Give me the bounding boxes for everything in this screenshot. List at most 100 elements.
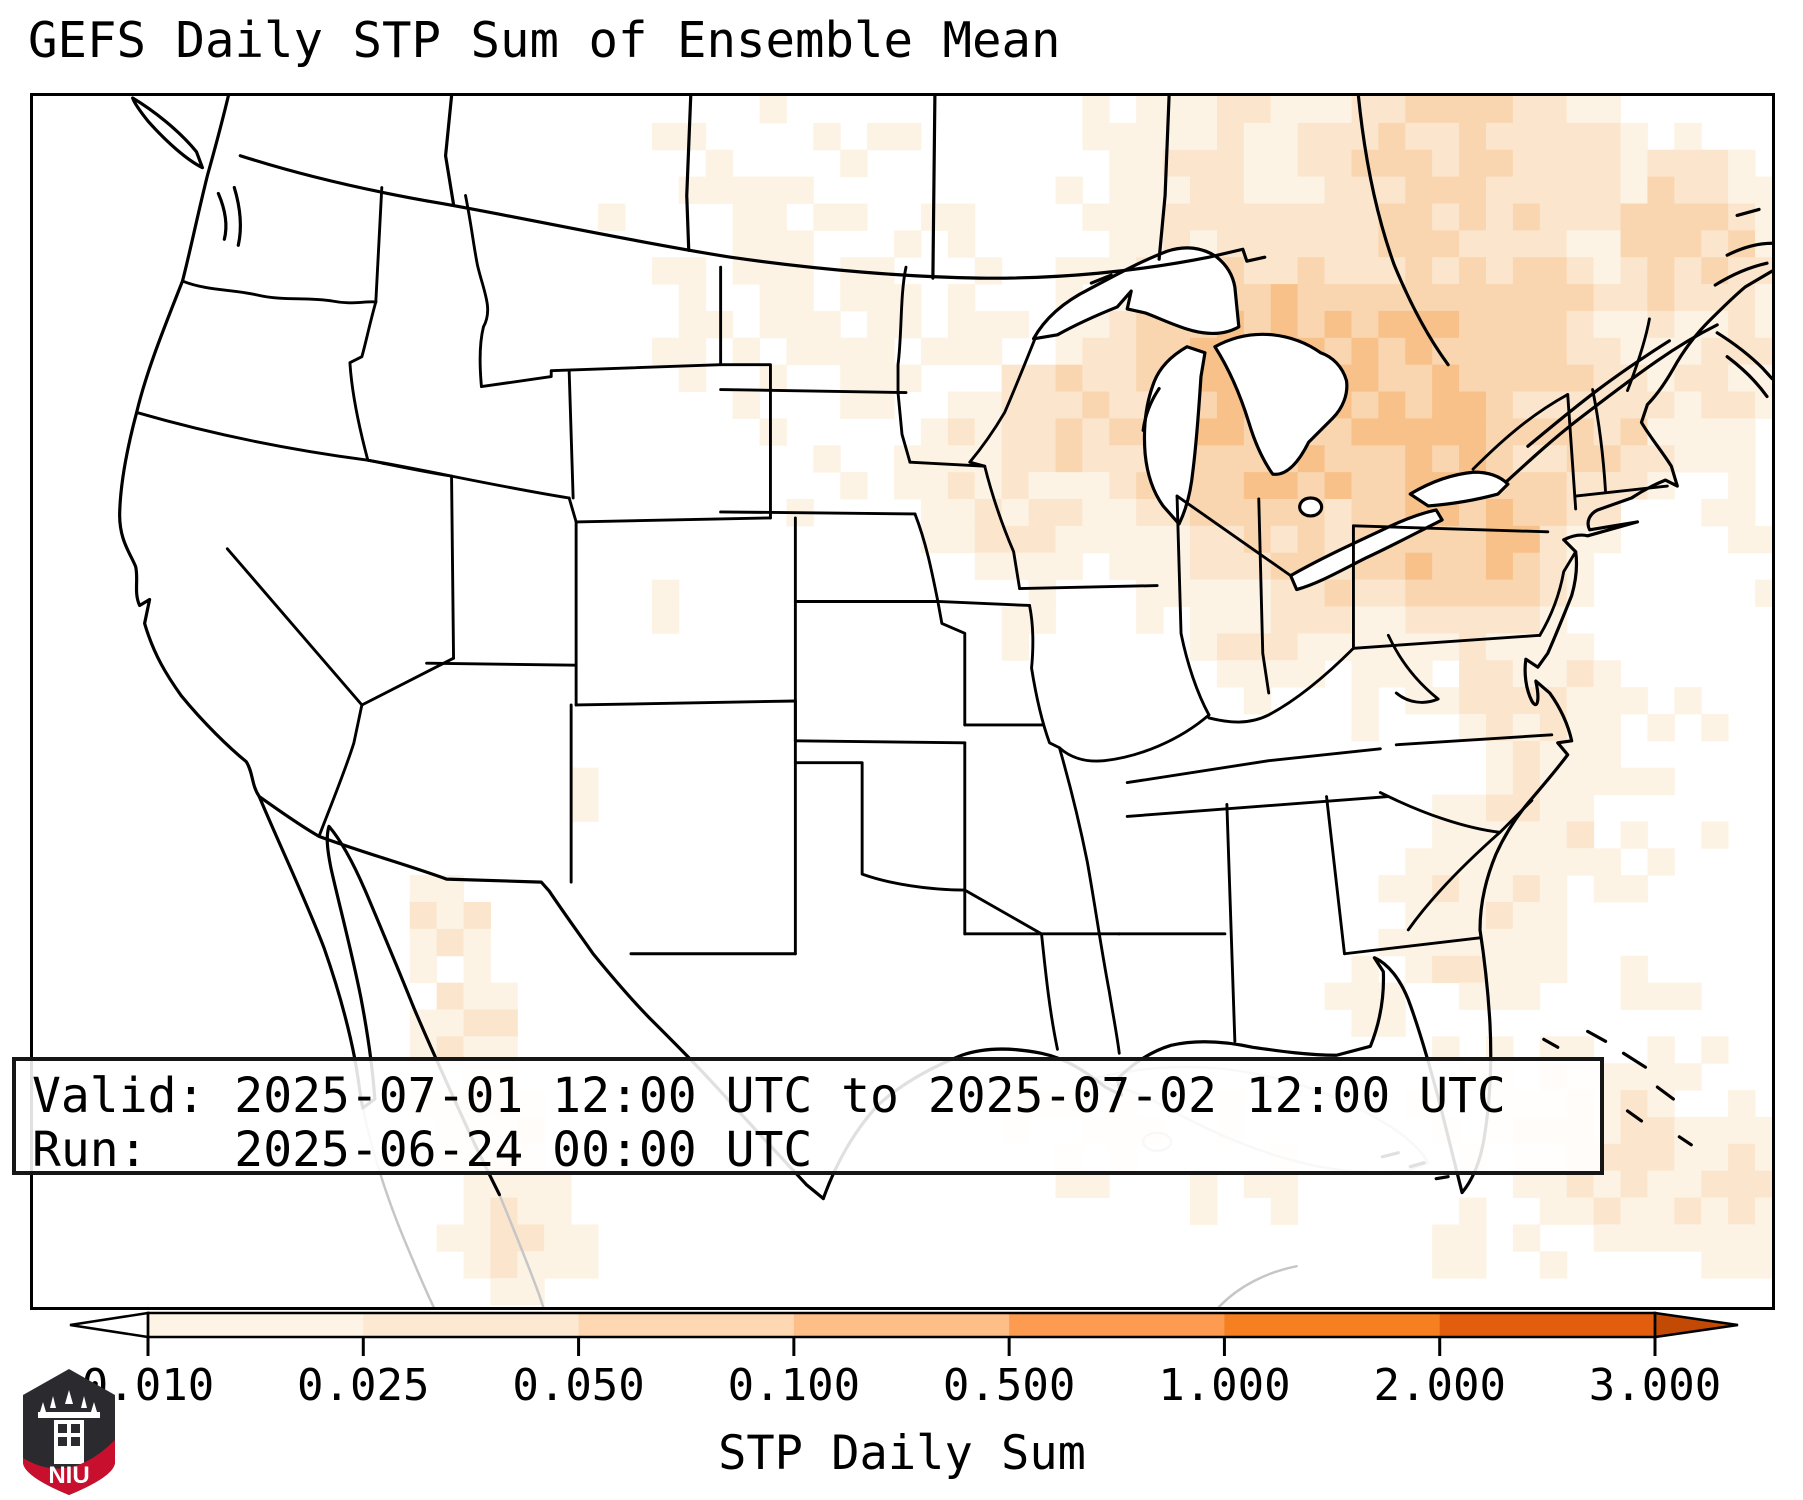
stp-grid-cell (1324, 257, 1352, 285)
stp-grid-cell (1512, 579, 1541, 607)
stp-grid-cell (1324, 122, 1352, 151)
stp-grid-cell (1216, 472, 1245, 500)
stp-grid-cell (1647, 1143, 1675, 1172)
stp-grid-cell (1297, 472, 1326, 500)
stp-grid-cell (1701, 203, 1729, 231)
stp-grid-cell (463, 1009, 491, 1037)
stp-grid-cell (1485, 230, 1514, 258)
stp-grid-cell (1701, 418, 1729, 446)
valid-line: Valid: 2025-07-01 12:00 UTC to 2025-07-0… (32, 1068, 1506, 1124)
stp-grid-cell (732, 203, 760, 231)
nv-ut-border (450, 474, 455, 660)
stp-grid-cell (1459, 499, 1487, 527)
al-ga-border (1325, 795, 1346, 956)
stp-grid-cell (1351, 310, 1379, 339)
stp-grid-cell (1432, 257, 1460, 285)
stp-grid-cell (1459, 660, 1487, 688)
run-line: Run: 2025-06-24 00:00 UTC (32, 1122, 813, 1178)
colorbar-tick-label: 1.000 (1158, 1360, 1291, 1411)
stp-grid-cell (1701, 176, 1729, 204)
stp-grid-cell (571, 794, 599, 822)
stp-grid-cell (1593, 149, 1622, 178)
stp-grid-cell (1539, 445, 1568, 473)
stp-grid-cell (1593, 257, 1622, 285)
stp-grid-cell (1432, 552, 1460, 581)
stp-grid-cell (1539, 284, 1568, 312)
stp-grid-cell (1028, 364, 1056, 393)
stp-grid-cell (1405, 96, 1433, 124)
stp-grid-cell (732, 176, 760, 204)
stp-grid-cell (651, 606, 680, 634)
nh-me-border (1626, 317, 1651, 392)
stp-grid-cell (571, 767, 599, 796)
stp-grid-cell (1001, 310, 1030, 339)
stp-grid-cell (1136, 122, 1164, 151)
stp-grid-cell (1755, 1116, 1772, 1145)
stp-grid-cell (1459, 176, 1487, 204)
mexico-mainland-gray (498, 1193, 545, 1307)
stp-grid-cell (1512, 445, 1541, 473)
stp-grid-cell (1270, 284, 1299, 312)
stp-grid-cell (1728, 149, 1756, 178)
colorbar-tick-label: 0.500 (942, 1360, 1076, 1411)
stp-grid-cell (1351, 284, 1379, 312)
stp-grid-cell (463, 902, 491, 930)
stp-grid-cell (1001, 418, 1030, 446)
stp-grid-cell (1082, 499, 1110, 527)
stp-grid-cell (571, 1251, 599, 1279)
stp-grid-cell (1297, 633, 1326, 661)
stp-grid-cell (1620, 767, 1648, 796)
stp-grid-cell (1136, 149, 1164, 178)
stp-grid-cell (1512, 875, 1541, 903)
stp-grid-cell (678, 176, 707, 204)
stp-grid-cell (1055, 552, 1083, 581)
stp-grid-cell (947, 499, 976, 527)
stp-grid-cell (1593, 1197, 1622, 1225)
stp-grid-cell (1512, 149, 1541, 178)
stp-grid-cell (1243, 606, 1272, 634)
geography-black (118, 96, 1772, 1201)
stp-grid-cell (1728, 1170, 1756, 1199)
stp-grid-cell (1405, 257, 1433, 285)
stp-grid-cell (1378, 660, 1406, 688)
stp-grid-cell (1351, 579, 1379, 607)
stp-grid-cell (1728, 1251, 1756, 1279)
stp-grid-cell (947, 525, 976, 554)
stp-grid-cell (1405, 552, 1433, 581)
stp-grid-cell (1566, 552, 1595, 581)
ms-al-border (1225, 803, 1237, 1043)
stp-grid-cell (1566, 364, 1595, 393)
stp-grid-cell (1055, 1170, 1083, 1199)
stp-grid-cell (409, 902, 438, 930)
stp-grid-cell (1755, 1170, 1772, 1199)
mi-in-oh-border (1175, 494, 1293, 578)
stp-grid-cell (1351, 364, 1379, 393)
stp-grid-cell (1512, 1224, 1541, 1252)
stp-grid-cell (1055, 418, 1083, 446)
colorbar (69, 1311, 1739, 1356)
mn-wi-ia-river (968, 338, 1036, 591)
mn-ia-west (908, 460, 987, 468)
stp-grid-cell (894, 122, 922, 151)
stp-grid-cell (1647, 1224, 1675, 1252)
stp-grid-cell (1566, 848, 1595, 876)
stp-grid-cell (1405, 149, 1433, 178)
tx-la-border (963, 888, 1059, 1051)
stp-grid-cell (732, 230, 760, 258)
stp-grid-cell (1459, 122, 1487, 151)
stp-grid-cell (1055, 337, 1083, 366)
mo-river-west (913, 512, 967, 727)
stp-grid-cell (1512, 552, 1541, 581)
stp-grid-cell (1755, 525, 1772, 554)
stp-grid-cell (1297, 660, 1326, 688)
stp-grid-cell (1674, 1063, 1702, 1091)
stp-grid-cell (1432, 391, 1460, 419)
or-id-border (348, 300, 378, 462)
stp-grid-cell (1405, 418, 1433, 446)
stp-grid-cell (1701, 364, 1729, 393)
tx-ok-border (793, 761, 967, 892)
stp-grid-cell (1485, 257, 1514, 285)
stp-grid-cell (1459, 633, 1487, 661)
stp-grid-cell (1216, 579, 1245, 607)
stp-grid-cell (1082, 203, 1110, 231)
